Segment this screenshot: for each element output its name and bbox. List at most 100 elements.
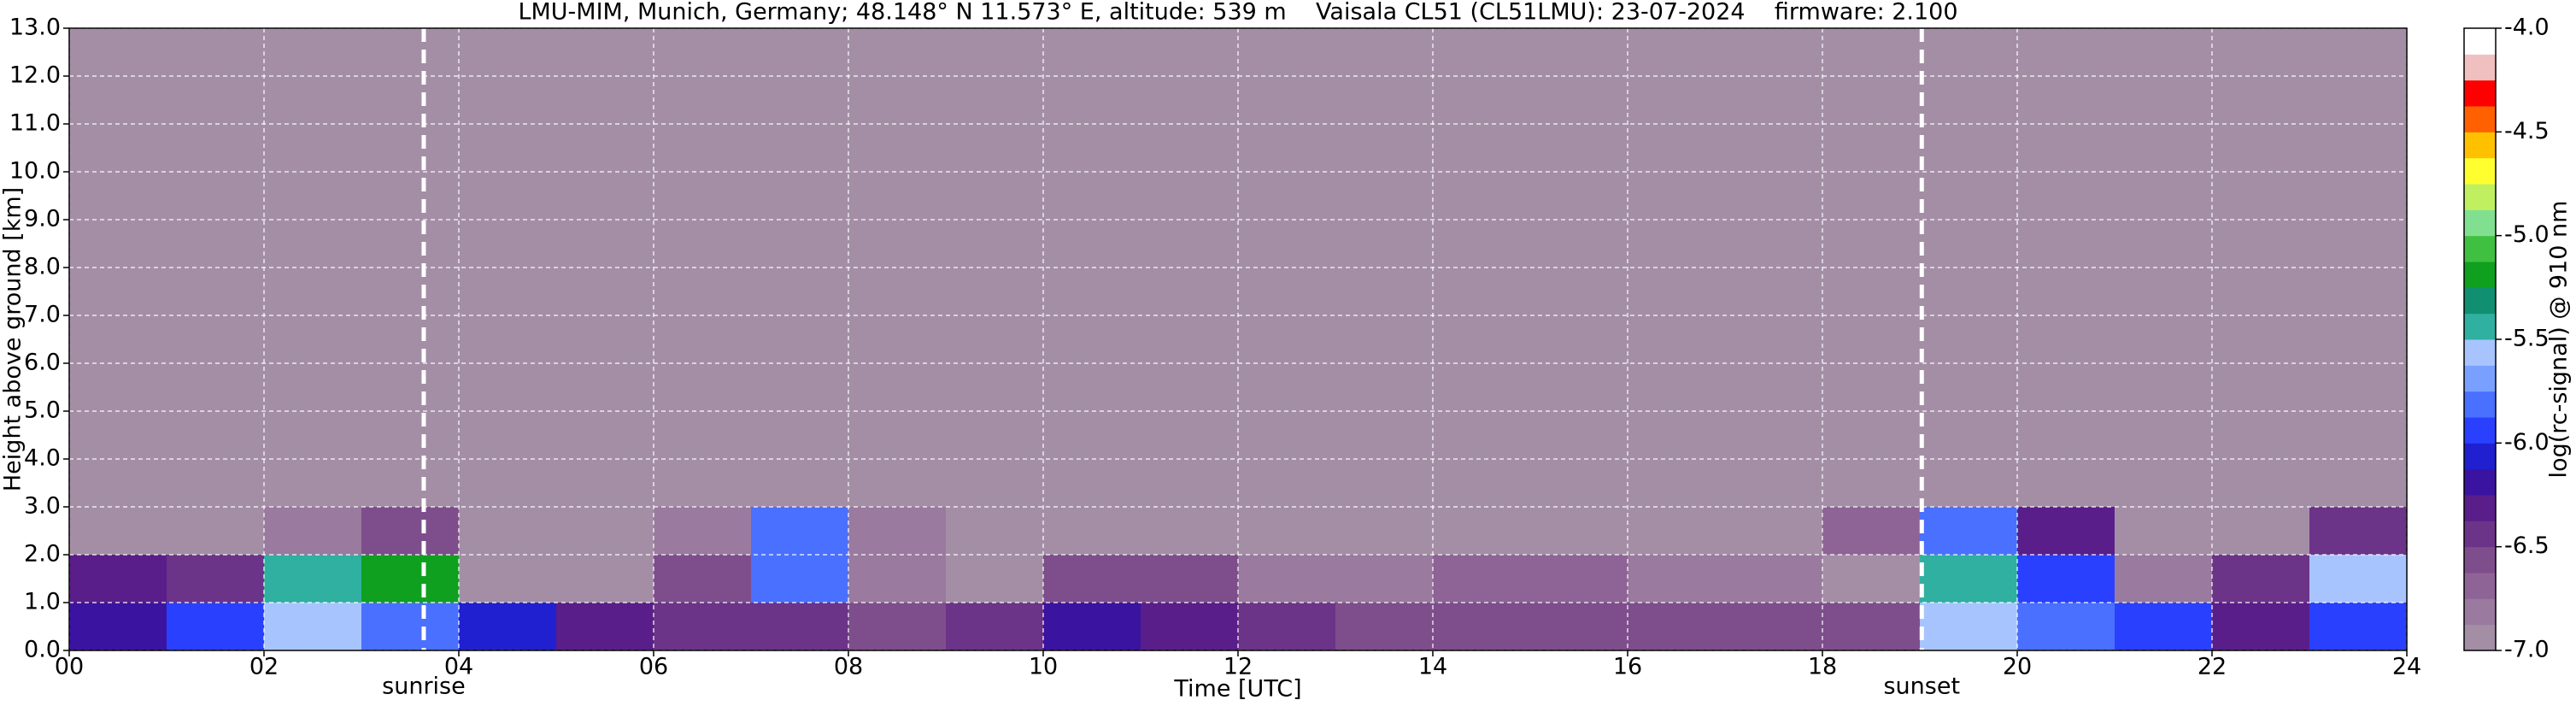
heatmap-cell bbox=[361, 603, 460, 650]
heatmap-cell bbox=[1043, 507, 1141, 555]
colorbar-segment bbox=[2464, 598, 2496, 626]
x-tick-label: 04 bbox=[444, 654, 473, 680]
x-tick-label: 14 bbox=[1418, 654, 1447, 680]
heatmap-cell bbox=[1822, 507, 1921, 555]
colorbar-segment bbox=[2464, 624, 2496, 651]
chart-title: LMU-MIM, Munich, Germany; 48.148° N 11.5… bbox=[518, 0, 1957, 26]
y-tick-label: 1.0 bbox=[24, 589, 61, 615]
y-tick-label: 5.0 bbox=[24, 397, 61, 424]
heatmap-cell bbox=[167, 603, 265, 650]
heatmap-cell bbox=[361, 555, 460, 603]
x-tick-label: 18 bbox=[1808, 654, 1837, 680]
heatmap-cell bbox=[946, 555, 1044, 603]
heatmap-cell bbox=[1628, 603, 1726, 650]
colorbar-segment bbox=[2464, 262, 2496, 288]
heatmap-cell bbox=[1433, 507, 1531, 555]
colorbar-tick-label: -6.5 bbox=[2504, 532, 2550, 559]
colorbar-segment bbox=[2464, 157, 2496, 185]
heatmap-cell bbox=[751, 603, 849, 650]
annotation-label: sunrise bbox=[382, 674, 466, 700]
colorbar-tick-label: -4.5 bbox=[2504, 118, 2550, 144]
colorbar-segment bbox=[2464, 235, 2496, 262]
x-tick-label: 06 bbox=[639, 654, 668, 680]
heatmap-cell bbox=[1920, 555, 2018, 603]
heatmap-cell bbox=[1920, 603, 2018, 650]
heatmap-cell bbox=[654, 555, 752, 603]
heatmap-cell bbox=[2309, 555, 2408, 603]
heatmap-cell bbox=[2309, 603, 2408, 650]
x-tick-label: 10 bbox=[1029, 654, 1058, 680]
y-tick-label: 8.0 bbox=[24, 254, 61, 280]
x-tick-label: 08 bbox=[834, 654, 863, 680]
heatmap-cell bbox=[2212, 507, 2310, 555]
heatmap-cell bbox=[167, 507, 265, 555]
heatmap-cell bbox=[1530, 603, 1628, 650]
heatmap-cell bbox=[264, 555, 362, 603]
y-tick-label: 0.0 bbox=[24, 637, 61, 663]
heatmap-cell bbox=[69, 507, 167, 555]
colorbar-segment bbox=[2464, 365, 2496, 392]
heatmap-cell bbox=[654, 507, 752, 555]
colorbar-segment bbox=[2464, 573, 2496, 599]
heatmap-cell bbox=[1628, 555, 1726, 603]
colorbar-tick-label: -6.0 bbox=[2504, 429, 2550, 456]
heatmap-cell bbox=[1141, 507, 1239, 555]
y-tick-label: 3.0 bbox=[24, 493, 61, 520]
x-tick-label: 02 bbox=[249, 654, 279, 680]
colorbar-segment bbox=[2464, 79, 2496, 107]
x-axis-label: Time [UTC] bbox=[1173, 676, 1301, 703]
x-tick-label: 12 bbox=[1223, 654, 1253, 680]
heatmap-cell bbox=[1238, 555, 1336, 603]
colorbar-segment bbox=[2464, 391, 2496, 418]
colorbar-segment bbox=[2464, 521, 2496, 548]
heatmap-cell bbox=[556, 507, 654, 555]
heatmap-cell bbox=[69, 603, 167, 650]
heatmap-cell bbox=[2017, 603, 2115, 650]
colorbar-segment bbox=[2464, 339, 2496, 366]
heatmap-cell bbox=[264, 603, 362, 650]
colorbar-segment bbox=[2464, 468, 2496, 496]
y-tick-label: 6.0 bbox=[24, 350, 61, 376]
y-tick-label: 4.0 bbox=[24, 445, 61, 472]
heatmap-cell bbox=[848, 555, 947, 603]
heatmap-cell bbox=[1238, 603, 1336, 650]
heatmap-cell bbox=[751, 507, 849, 555]
y-tick-label: 12.0 bbox=[9, 62, 61, 89]
heatmap-cell bbox=[2212, 603, 2310, 650]
heatmap-cell bbox=[2115, 555, 2213, 603]
colorbar-segment bbox=[2464, 417, 2496, 444]
heatmap-cell bbox=[556, 603, 654, 650]
heatmap-cell bbox=[2017, 507, 2115, 555]
heatmap-cell bbox=[264, 507, 362, 555]
heatmap-cell bbox=[946, 603, 1044, 650]
colorbar-segment bbox=[2464, 495, 2496, 521]
heatmap-cell bbox=[1725, 507, 1823, 555]
colorbar-segment bbox=[2464, 28, 2496, 55]
heatmap-cell bbox=[946, 507, 1044, 555]
colorbar-segment bbox=[2464, 184, 2496, 210]
heatmap-cell bbox=[1725, 555, 1823, 603]
colorbar-tick-label: -4.0 bbox=[2504, 15, 2550, 41]
heatmap-cell bbox=[1530, 555, 1628, 603]
heatmap-cell bbox=[1530, 507, 1628, 555]
plot-frame bbox=[68, 27, 2408, 651]
y-tick-label: 11.0 bbox=[9, 110, 61, 137]
heatmap-cell bbox=[459, 507, 557, 555]
colorbar-segment bbox=[2464, 54, 2496, 81]
heatmap-cell bbox=[1141, 555, 1239, 603]
heatmap-cell bbox=[1433, 555, 1531, 603]
heatmap-cell bbox=[459, 555, 557, 603]
heatmap-cell bbox=[1043, 555, 1141, 603]
heatmap-cell bbox=[69, 555, 167, 603]
x-tick-label: 20 bbox=[2003, 654, 2032, 680]
heatmap-cell bbox=[167, 555, 265, 603]
colorbar-segment bbox=[2464, 106, 2496, 132]
heatmap-cell bbox=[1141, 603, 1239, 650]
heatmap-cell bbox=[1433, 603, 1531, 650]
heatmap-cell bbox=[2115, 507, 2213, 555]
colorbar-segment bbox=[2464, 313, 2496, 340]
heatmap-cell bbox=[848, 507, 947, 555]
y-tick-label: 13.0 bbox=[9, 15, 61, 41]
heatmap-cell bbox=[1628, 507, 1726, 555]
